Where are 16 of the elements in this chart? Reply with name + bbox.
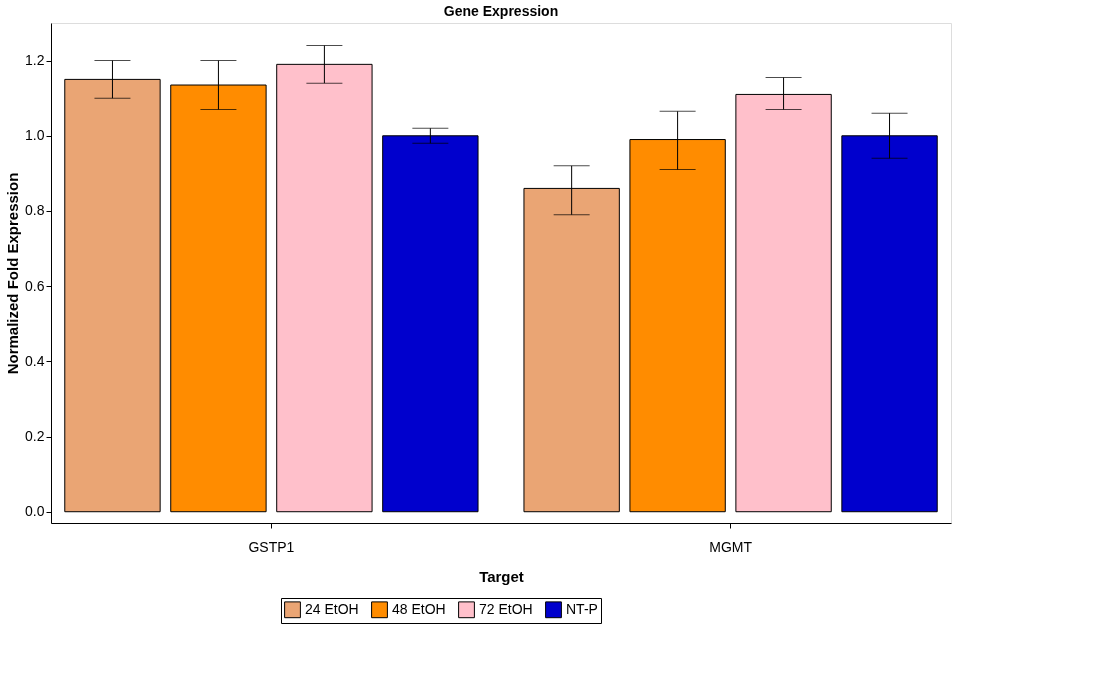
y-tick-label: 1.0: [25, 127, 45, 144]
x-tick-label: GSTP1: [248, 538, 295, 555]
x-tick-label: MGMT: [709, 538, 753, 555]
legend-label: NT-P: [566, 600, 598, 617]
y-tick-label: 0.4: [25, 352, 45, 369]
y-tick-label: 0.0: [25, 503, 45, 520]
chart-title: Gene Expression: [443, 3, 559, 19]
y-tick-label: 0.6: [25, 277, 45, 294]
legend-label: 48 EtOH: [392, 600, 446, 617]
legend-label: 24 EtOH: [305, 600, 359, 617]
y-tick-label: 1.2: [25, 52, 45, 69]
y-tick-label: 0.2: [25, 428, 45, 445]
y-tick-label: 0.8: [25, 202, 45, 219]
legend-label: 72 EtOH: [479, 600, 533, 617]
y-axis-title: Normalized Fold Expression: [4, 172, 22, 375]
x-axis-title: Target: [479, 567, 524, 585]
